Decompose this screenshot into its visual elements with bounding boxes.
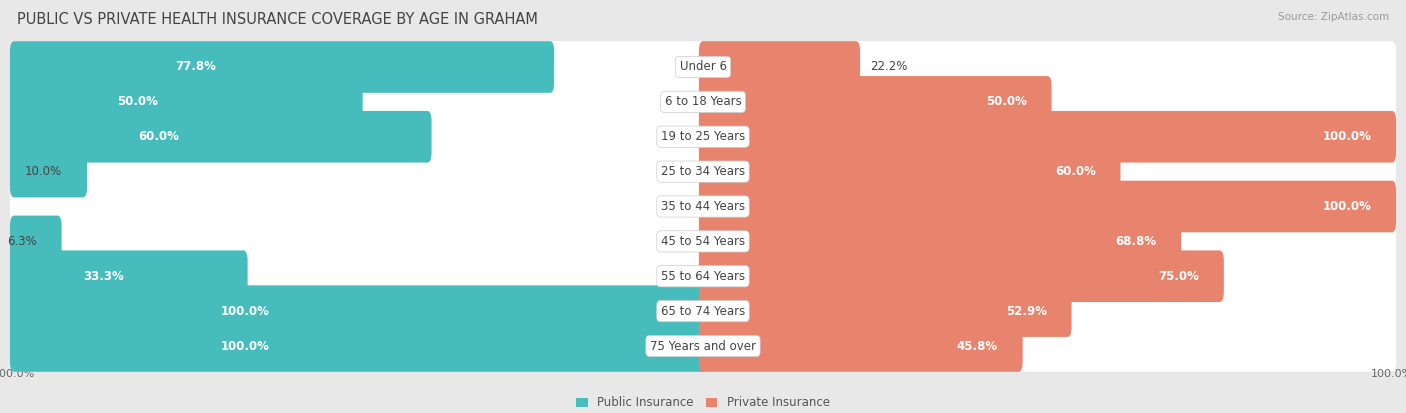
FancyBboxPatch shape xyxy=(10,285,707,337)
FancyBboxPatch shape xyxy=(699,181,1396,232)
FancyBboxPatch shape xyxy=(699,76,1052,128)
Text: 100.0%: 100.0% xyxy=(221,339,270,353)
Text: 60.0%: 60.0% xyxy=(1054,165,1095,178)
Text: 75.0%: 75.0% xyxy=(1159,270,1199,283)
Text: Source: ZipAtlas.com: Source: ZipAtlas.com xyxy=(1278,12,1389,22)
Text: 10.0%: 10.0% xyxy=(25,165,62,178)
FancyBboxPatch shape xyxy=(10,320,1396,372)
FancyBboxPatch shape xyxy=(699,41,860,93)
Text: 35 to 44 Years: 35 to 44 Years xyxy=(661,200,745,213)
FancyBboxPatch shape xyxy=(10,250,1396,302)
FancyBboxPatch shape xyxy=(10,146,1396,197)
FancyBboxPatch shape xyxy=(699,285,1071,337)
Text: 77.8%: 77.8% xyxy=(174,60,215,74)
Text: 25 to 34 Years: 25 to 34 Years xyxy=(661,165,745,178)
Text: 68.8%: 68.8% xyxy=(1115,235,1156,248)
Text: 55 to 64 Years: 55 to 64 Years xyxy=(661,270,745,283)
Text: 45 to 54 Years: 45 to 54 Years xyxy=(661,235,745,248)
Text: 75 Years and over: 75 Years and over xyxy=(650,339,756,353)
FancyBboxPatch shape xyxy=(10,41,554,93)
Text: 22.2%: 22.2% xyxy=(870,60,907,74)
Text: 60.0%: 60.0% xyxy=(138,130,179,143)
FancyBboxPatch shape xyxy=(10,76,1396,128)
Text: 33.3%: 33.3% xyxy=(83,270,124,283)
FancyBboxPatch shape xyxy=(10,285,1396,337)
FancyBboxPatch shape xyxy=(10,320,707,372)
Text: 19 to 25 Years: 19 to 25 Years xyxy=(661,130,745,143)
FancyBboxPatch shape xyxy=(699,320,1022,372)
Text: Under 6: Under 6 xyxy=(679,60,727,74)
FancyBboxPatch shape xyxy=(10,111,1396,163)
FancyBboxPatch shape xyxy=(10,111,432,163)
Text: 100.0%: 100.0% xyxy=(221,305,270,318)
Text: 6 to 18 Years: 6 to 18 Years xyxy=(665,95,741,108)
FancyBboxPatch shape xyxy=(699,250,1223,302)
Text: 50.0%: 50.0% xyxy=(118,95,159,108)
FancyBboxPatch shape xyxy=(699,146,1121,197)
Text: 65 to 74 Years: 65 to 74 Years xyxy=(661,305,745,318)
Text: 6.3%: 6.3% xyxy=(7,235,37,248)
Text: 50.0%: 50.0% xyxy=(986,95,1026,108)
FancyBboxPatch shape xyxy=(10,76,363,128)
FancyBboxPatch shape xyxy=(10,250,247,302)
FancyBboxPatch shape xyxy=(10,41,1396,93)
Text: 100.0%: 100.0% xyxy=(1323,130,1371,143)
Legend: Public Insurance, Private Insurance: Public Insurance, Private Insurance xyxy=(571,392,835,413)
Text: 52.9%: 52.9% xyxy=(1005,305,1047,318)
FancyBboxPatch shape xyxy=(10,146,87,197)
Text: PUBLIC VS PRIVATE HEALTH INSURANCE COVERAGE BY AGE IN GRAHAM: PUBLIC VS PRIVATE HEALTH INSURANCE COVER… xyxy=(17,12,537,27)
FancyBboxPatch shape xyxy=(10,216,1396,267)
FancyBboxPatch shape xyxy=(10,181,1396,232)
FancyBboxPatch shape xyxy=(10,216,62,267)
Text: 45.8%: 45.8% xyxy=(956,339,998,353)
Text: 100.0%: 100.0% xyxy=(1323,200,1371,213)
FancyBboxPatch shape xyxy=(699,216,1181,267)
FancyBboxPatch shape xyxy=(699,111,1396,163)
